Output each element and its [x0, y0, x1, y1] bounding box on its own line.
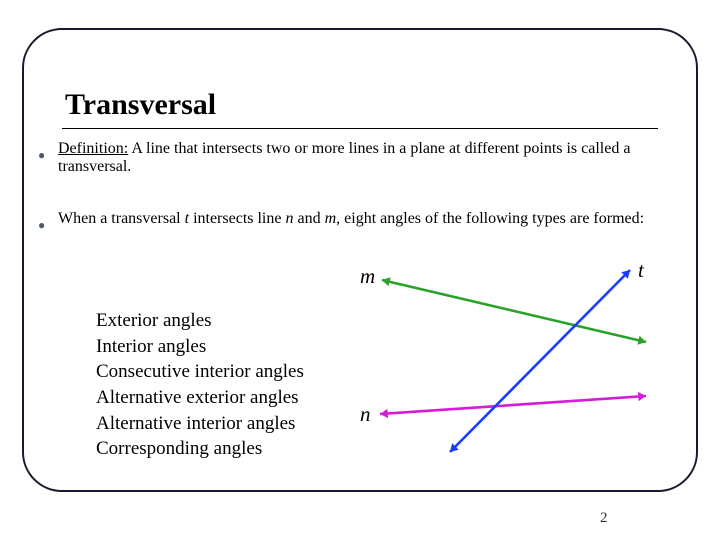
angle-type-item: Alternative exterior angles: [96, 385, 304, 411]
definition-label: Definition:: [58, 140, 128, 157]
slide-title: Transversal: [65, 88, 216, 122]
transversal-diagram: [350, 266, 670, 466]
angle-type-item: Consecutive interior angles: [96, 359, 304, 385]
angle-type-item: Exterior angles: [96, 308, 304, 334]
angle-type-item: Alternative interior angles: [96, 411, 304, 437]
angle-type-item: Corresponding angles: [96, 436, 304, 462]
angle-type-item: Interior angles: [96, 334, 304, 360]
bullet-icon: ●: [38, 218, 45, 233]
page-number: 2: [600, 510, 608, 527]
bullet-icon: ●: [38, 148, 45, 163]
definition-text: Definition: A line that intersects two o…: [58, 140, 668, 176]
angle-types-list: Exterior anglesInterior anglesConsecutiv…: [96, 308, 304, 462]
slide: Transversal ● Definition: A line that in…: [0, 0, 720, 540]
second-bullet-text: When a transversal t intersects line n a…: [58, 210, 668, 228]
title-underline: [62, 128, 658, 129]
definition-body: A line that intersects two or more lines…: [58, 140, 630, 175]
